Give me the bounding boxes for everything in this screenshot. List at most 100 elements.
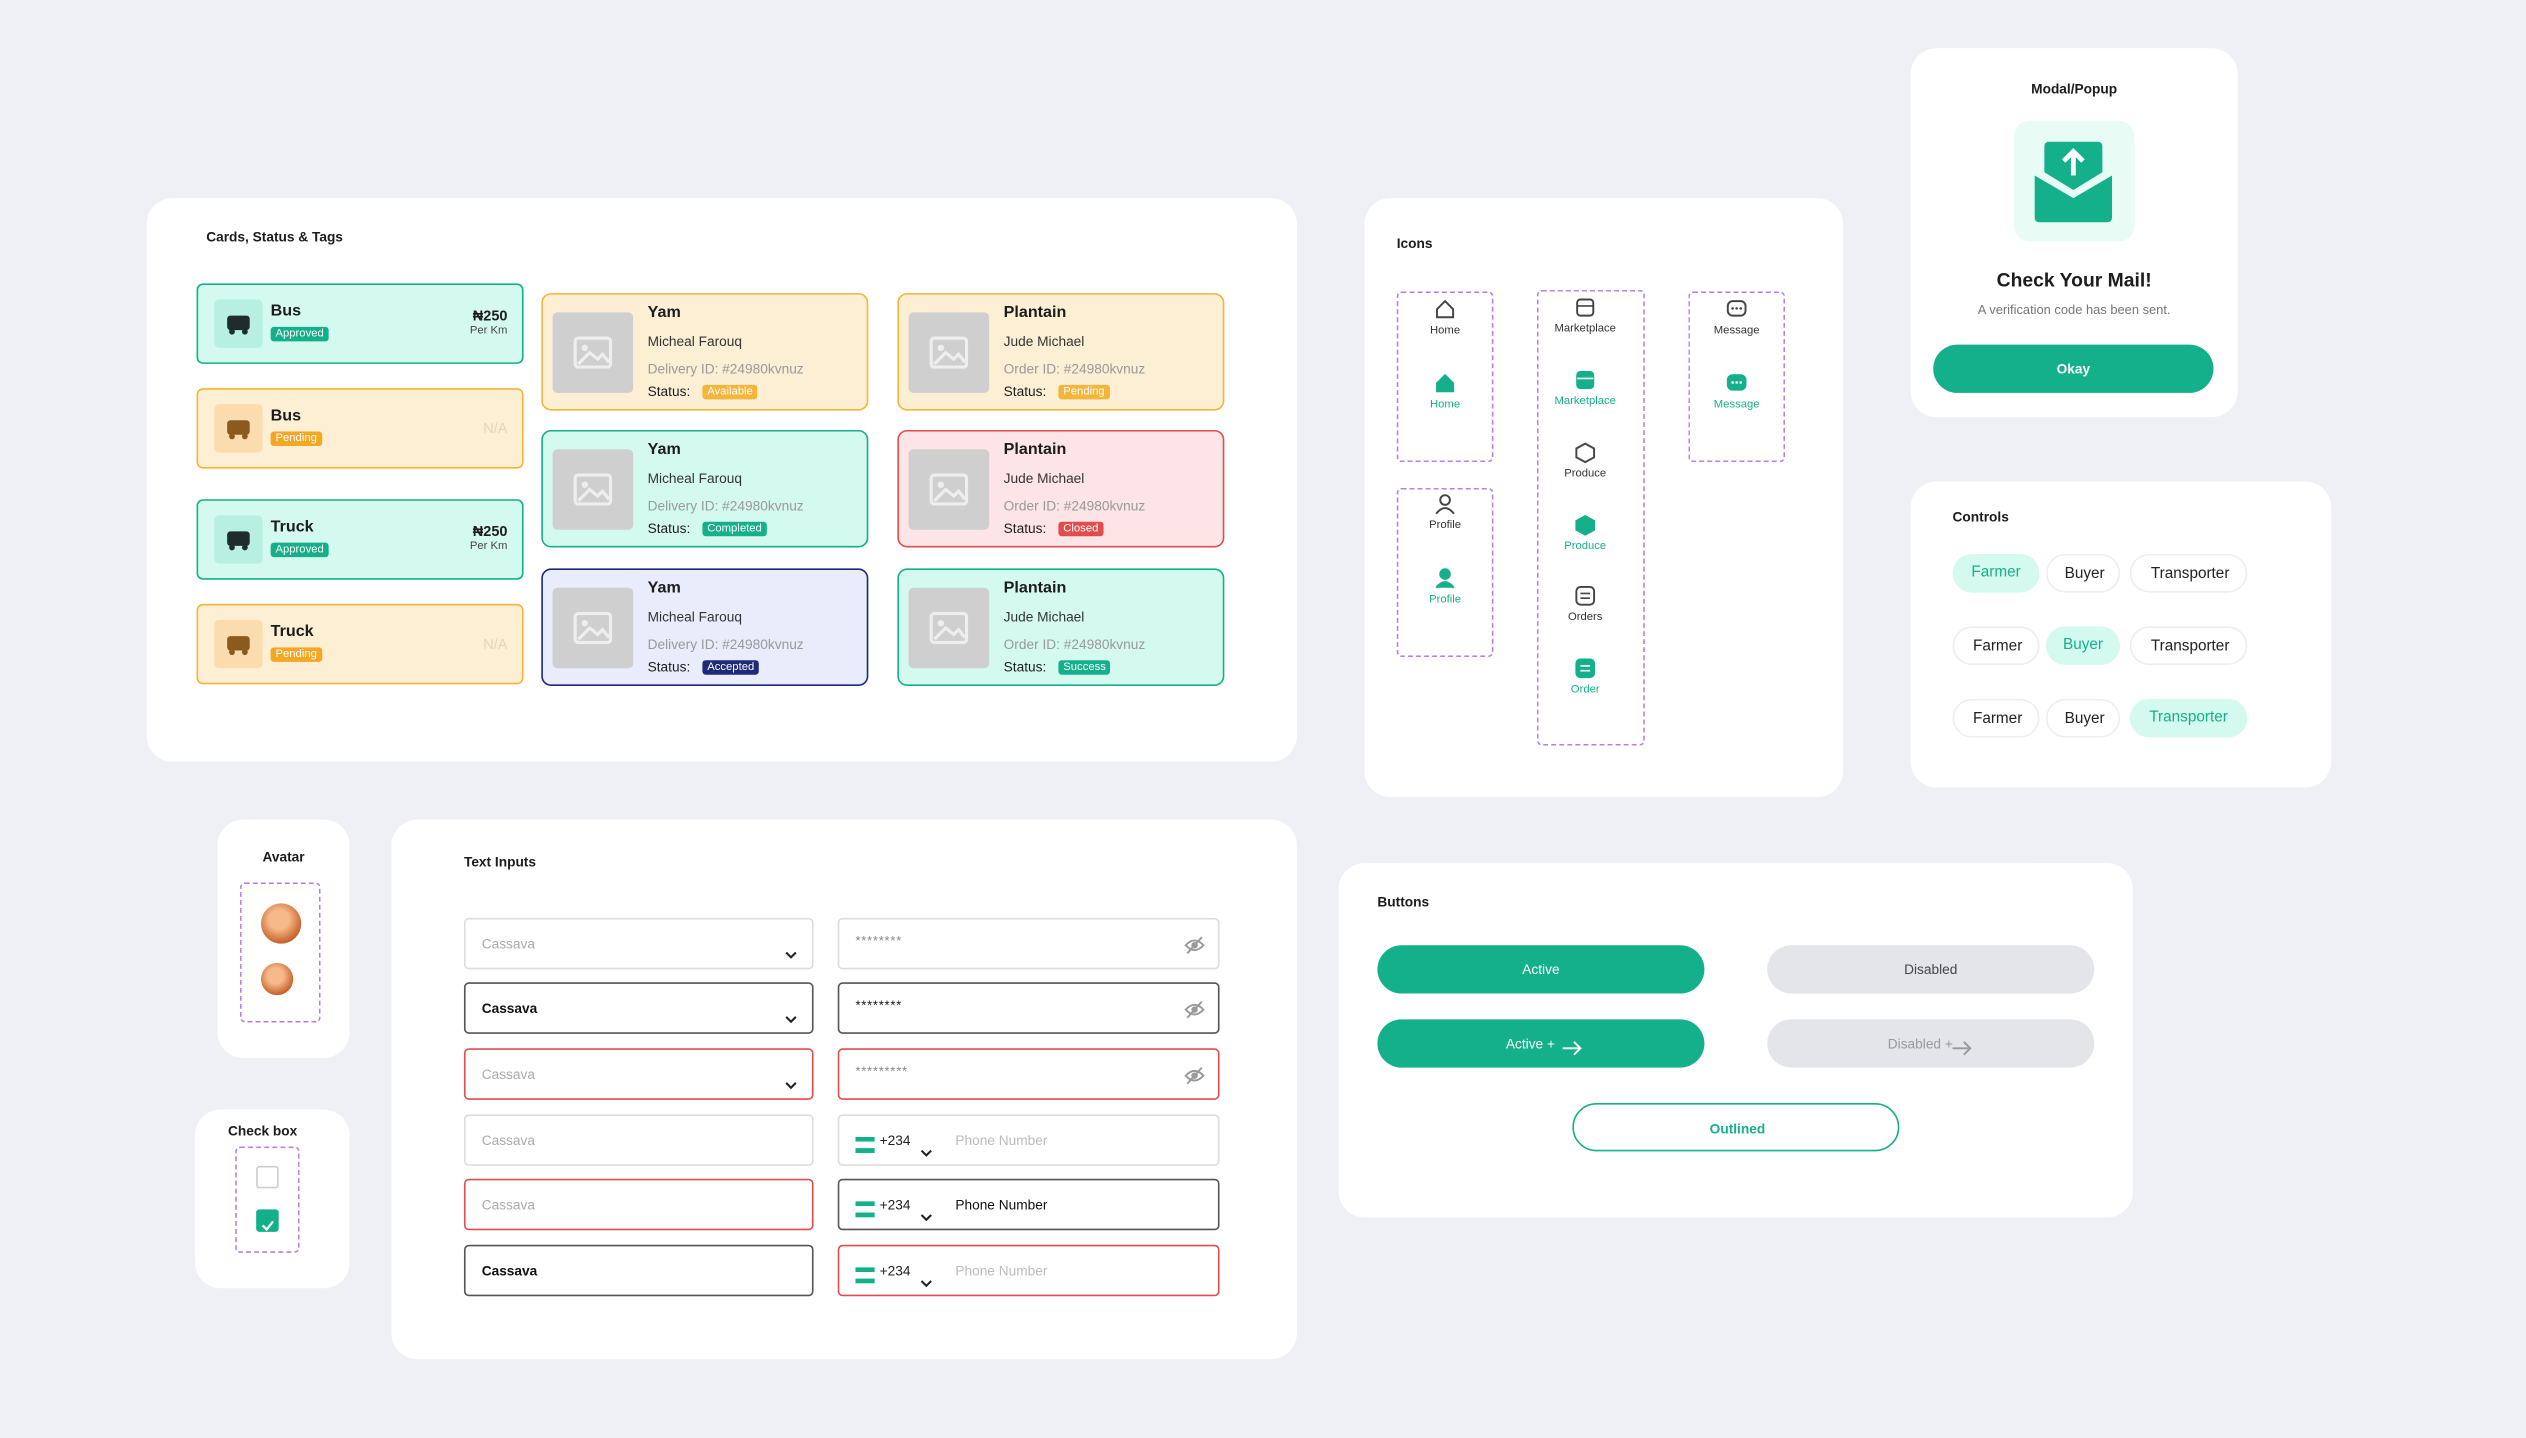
icon <box>1574 369 1597 392</box>
status-tag: Closed <box>1058 521 1104 537</box>
product-card[interactable]: Plantain Jude Michael Order ID: #24980kvnu… <box>897 568 1225 686</box>
product-card[interactable]: Yam Micheal Farouq Delivery ID: #24980kvnu… <box>541 568 869 686</box>
segment-pill[interactable]: Farmer <box>1952 626 2040 666</box>
password-input[interactable]: ******** <box>837 982 1220 1034</box>
image-glyph-svg <box>573 336 613 369</box>
section-title: Modal/Popup <box>2031 80 2118 97</box>
buttons-panel: Buttons Active Disabled Active + Disabled + O… <box>1338 863 2133 1218</box>
arrow-icon <box>1951 1035 1972 1056</box>
image-glyph <box>573 336 613 369</box>
password-input[interactable]: ******** <box>837 917 1220 970</box>
phone-input[interactable]: +234 Phone Number <box>837 1114 1220 1166</box>
phone-input[interactable]: +234 Phone Number <box>837 1178 1220 1231</box>
icon <box>1434 372 1457 395</box>
avatar-small <box>260 962 294 996</box>
segment-pill[interactable]: Transporter <box>2129 626 2248 666</box>
password-value: ********* <box>855 1064 908 1079</box>
button-label: Okay <box>2056 360 2091 377</box>
vehicle-price: ₦250 <box>472 523 508 540</box>
icon-svg <box>1435 568 1455 589</box>
pill-label: Farmer <box>1972 710 2023 728</box>
product-card[interactable]: Plantain Jude Michael Order ID: #24980kvnu… <box>897 429 1225 548</box>
input-value: Cassava <box>481 1066 535 1083</box>
image-glyph-svg <box>929 336 969 369</box>
vehicle-icon <box>214 619 263 669</box>
vehicle-unit: Per Km <box>469 325 508 337</box>
icon-label: Marketplace <box>1554 323 1616 335</box>
chevron-svg <box>920 1280 932 1288</box>
disabled-plus-button[interactable]: Disabled + <box>1767 1019 2095 1068</box>
pill-label: Farmer <box>1972 637 2023 656</box>
segment-pill[interactable]: Transporter <box>2129 553 2248 593</box>
icon-svg <box>1576 298 1595 317</box>
product-card[interactable]: Plantain Jude Michael Order ID: #24980kvnu… <box>897 293 1225 411</box>
vehicle-name: Truck <box>270 518 314 537</box>
product-id: Order ID: #24980kvnuz <box>1003 360 1146 377</box>
active-button[interactable]: Active <box>1377 945 1705 994</box>
eye-toggle <box>1184 998 1205 1019</box>
icon-group <box>1396 291 1494 463</box>
vehicle-card[interactable]: Bus Approved ₦250 Per Km <box>196 283 524 364</box>
input-value: Cassava <box>481 999 538 1017</box>
active-plus-button[interactable]: Active + <box>1377 1019 1705 1068</box>
status-label: Status: <box>647 383 691 400</box>
product-person: Jude Michael <box>1003 608 1085 625</box>
status-tag: Pending <box>1058 384 1110 400</box>
arrow-icon <box>1561 1035 1582 1056</box>
product-card[interactable]: Yam Micheal Farouq Delivery ID: #24980kvnu… <box>541 429 869 548</box>
checkbox-checked[interactable] <box>256 1209 279 1232</box>
chevron <box>920 1267 933 1288</box>
password-input[interactable]: ********* <box>837 1048 1220 1100</box>
status-tag: Completed <box>702 521 767 537</box>
chevron-svg <box>920 1214 932 1222</box>
select-input[interactable]: Cassava <box>463 982 814 1034</box>
icon-svg <box>1575 515 1596 536</box>
status-tag: Accepted <box>702 660 760 675</box>
image-placeholder <box>552 449 634 530</box>
chevron <box>920 1201 933 1222</box>
eye-toggle <box>1184 1064 1205 1085</box>
image-glyph-svg <box>929 611 969 645</box>
phone-input[interactable]: +234 Phone Number <box>837 1244 1220 1297</box>
country-code: +234 <box>879 1132 911 1149</box>
product-title: Plantain <box>1003 441 1067 459</box>
segment-pill[interactable]: Buyer <box>2045 698 2121 738</box>
segment-pill[interactable]: Farmer <box>1952 698 2040 738</box>
icon <box>1574 585 1597 608</box>
vehicle-card[interactable]: Bus Pending N/A <box>196 388 524 469</box>
text-input[interactable]: Cassava <box>463 1244 814 1297</box>
product-person: Micheal Farouq <box>647 333 743 350</box>
select-input[interactable]: Cassava <box>463 1048 814 1100</box>
checkbox-unchecked[interactable] <box>256 1165 279 1189</box>
flag <box>855 1132 875 1153</box>
status-tag: Available <box>702 384 758 400</box>
product-title: Yam <box>647 304 681 323</box>
icon <box>1434 493 1457 516</box>
image-glyph <box>573 473 613 506</box>
vehicle-glyph-svg <box>227 636 250 656</box>
segment-pill[interactable]: Buyer <box>2045 626 2121 666</box>
segment-pill[interactable]: Buyer <box>2045 553 2121 593</box>
text-input[interactable]: Cassava <box>463 1178 814 1231</box>
eye-toggle-svg <box>1184 1000 1205 1019</box>
disabled-button[interactable]: Disabled <box>1767 945 2095 994</box>
segment-pill[interactable]: Farmer <box>1952 553 2040 593</box>
chevron-svg <box>785 1016 797 1024</box>
eye-toggle-svg <box>1184 936 1205 954</box>
product-id: Order ID: #24980kvnuz <box>1003 497 1146 514</box>
section-title: Cards, Status & Tags <box>206 228 343 245</box>
vehicle-card[interactable]: Truck Pending N/A <box>196 603 524 685</box>
product-card[interactable]: Yam Micheal Farouq Delivery ID: #24980kvnu… <box>541 293 869 411</box>
select-input[interactable]: Cassava <box>463 917 814 970</box>
text-input[interactable]: Cassava <box>463 1114 814 1166</box>
vehicle-tag: Pending <box>270 431 322 447</box>
okay-button[interactable]: Okay <box>1933 344 2214 393</box>
icon <box>1574 441 1597 464</box>
vehicle-card[interactable]: Truck Approved ₦250 Per Km <box>196 499 524 580</box>
outlined-button[interactable]: Outlined <box>1572 1103 1900 1152</box>
icon-label: Profile <box>1429 594 1462 606</box>
segment-pill[interactable]: Transporter <box>2129 698 2248 738</box>
vehicle-price: N/A <box>483 420 508 437</box>
